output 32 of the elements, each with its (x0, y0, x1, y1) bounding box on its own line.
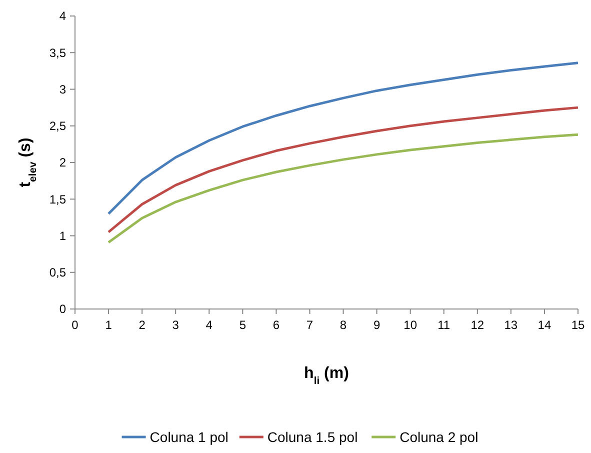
y-tick-label: 0 (59, 302, 66, 316)
y-tick-label: 4 (59, 9, 66, 24)
x-tick-label: 9 (373, 318, 380, 332)
x-tick-label: 6 (272, 318, 280, 332)
y-tick-label: 2 (59, 156, 66, 170)
line-series (107, 62, 580, 216)
x-tick-label: 8 (340, 318, 347, 332)
y-tick-label: 3 (59, 82, 66, 96)
y-tick-label: 1,5 (49, 192, 66, 206)
legend-label: Coluna 2 pol (400, 428, 478, 445)
legend-label: Coluna 1.5 pol (267, 428, 358, 445)
x-tick-label: 10 (404, 318, 418, 332)
x-tick-label: 2 (138, 318, 146, 332)
x-tick-label: 14 (538, 318, 552, 332)
x-tick-label: 7 (306, 318, 314, 332)
y-tick-label: 1 (59, 228, 66, 243)
line-series (107, 106, 580, 234)
x-tick-label: 11 (438, 318, 450, 332)
x-axis-title: h$_{li}$ (m) (304, 365, 349, 386)
x-tick-label: 12 (470, 318, 484, 332)
x-tick-label: 0 (72, 318, 79, 332)
y-tick-label: 3,5 (49, 46, 66, 60)
line-series (107, 133, 580, 244)
legend-label: Coluna 1 pol (150, 428, 228, 445)
x-tick-label: 15 (571, 318, 585, 332)
x-tick-label: 13 (504, 318, 518, 332)
x-tick-label: 4 (206, 318, 213, 332)
x-tick-label: 5 (239, 318, 246, 332)
x-tick-label: 1 (105, 318, 112, 332)
y-tick-label: 0,5 (49, 266, 66, 280)
x-tick-label: 3 (172, 318, 180, 332)
y-tick-label: 2,5 (49, 119, 66, 134)
